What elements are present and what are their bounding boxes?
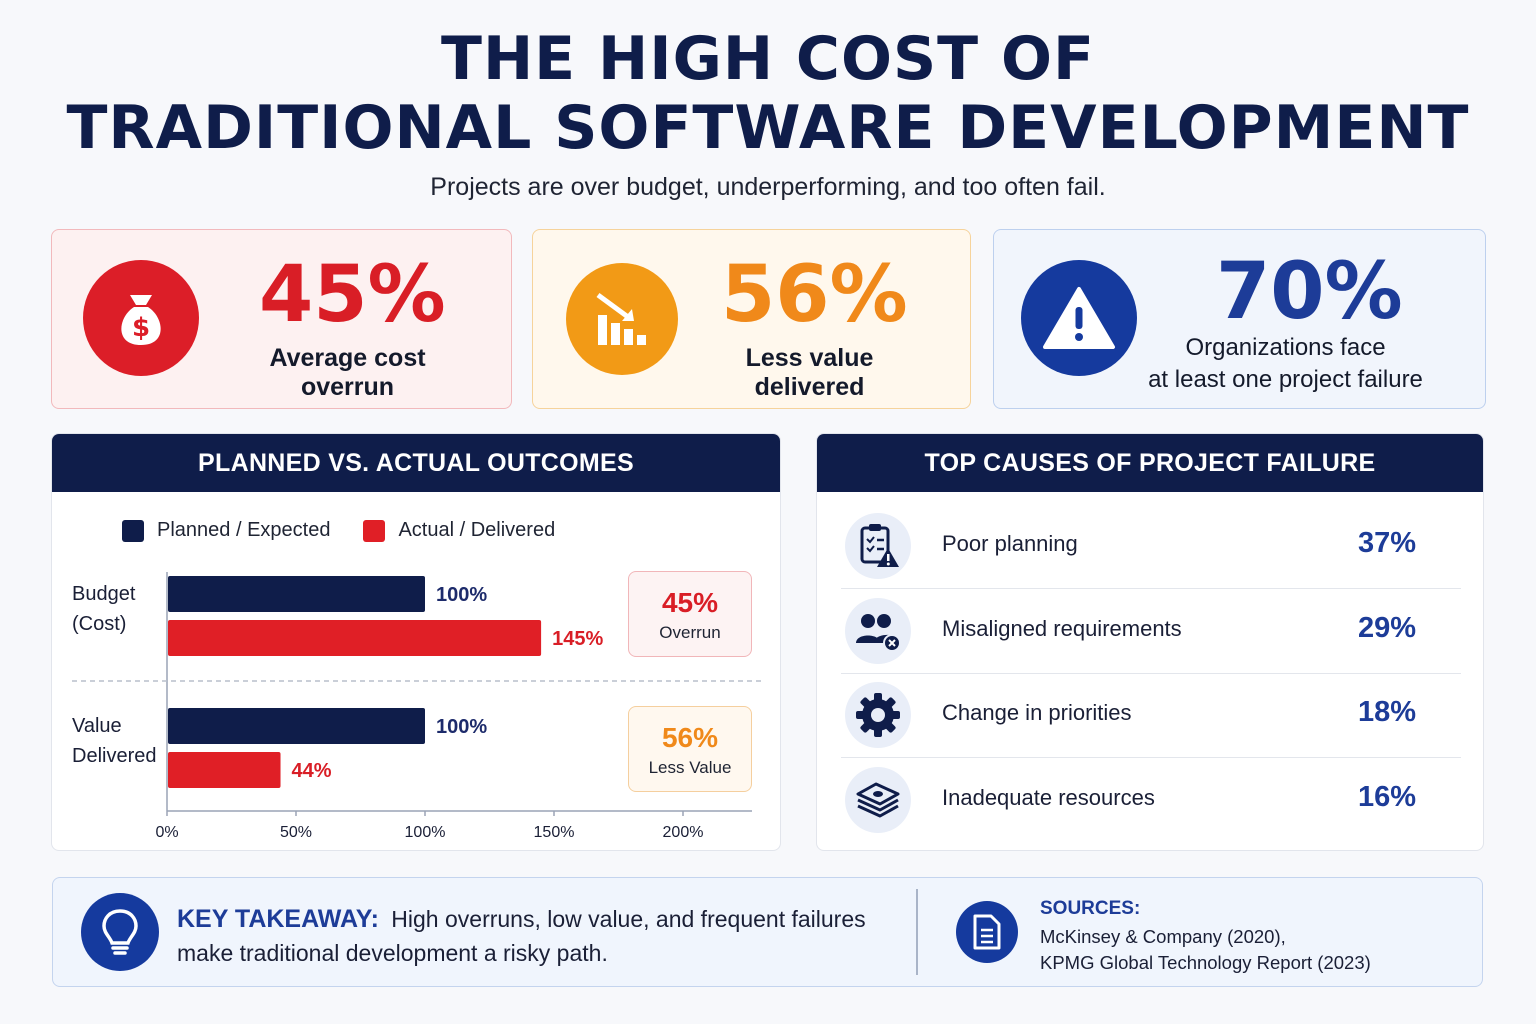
cause-item: Poor planning 37% [841,505,1461,589]
title-line-2: TRADITIONAL SOFTWARE DEVELOPMENT [66,93,1470,163]
cause-pct: 16% [1357,781,1416,813]
legend-label: Actual / Delivered [398,519,556,541]
bar-value-label: 44% [292,760,332,782]
cause-label: Misaligned requirements [942,616,1182,641]
panel-header: PLANNED VS. ACTUAL OUTCOMES [52,434,780,492]
x-tick-label: 200% [663,824,704,841]
stat-card-value-delivered: 56% Less value delivered [532,229,971,409]
cause-item: Inadequate resources 16% [841,759,1461,843]
top-causes-panel: TOP CAUSES OF PROJECT FAILURE Poor plann… [816,433,1484,851]
legend-item-planned: Planned / Expected [122,519,330,542]
takeaway-line-2: make traditional development a risky pat… [177,940,608,966]
bar-planned [168,576,425,612]
legend-label: Planned / Expected [157,519,331,541]
callout-text: Less Value [648,758,732,777]
stat-label-line-2: at least one project failure [1148,366,1423,393]
stat-label-line-1: Organizations face [1185,334,1386,361]
bar-value-label: 100% [436,716,487,738]
source-item: McKinsey & Company (2020), [1040,926,1286,947]
legend-swatch-actual [363,519,386,542]
divider [841,672,1461,674]
bar-chart: 0% 50% 100% 150% 200% Budget (Cost) 100% 145% Val… [72,572,764,841]
page-title: THE HIGH COST OF TRADITIONAL SOFTWARE DE… [0,26,1536,164]
panel-header: TOP CAUSES OF PROJECT FAILURE [817,434,1483,492]
x-tick-label: 50% [280,824,312,841]
stat-card-project-failure: 70% Organizations face at least one proj… [993,229,1486,409]
category-label: Budget [72,583,136,605]
bar-value-label: 100% [436,584,487,606]
cause-label: Poor planning [942,531,1078,556]
key-takeaway-box: KEY TAKEAWAY: High overruns, low value, … [52,877,1483,987]
category-label: (Cost) [72,613,126,635]
clipboard-warning-icon [845,513,911,579]
cause-label: Change in priorities [942,700,1132,725]
divider [841,756,1461,758]
stat-label: Less value delivered [745,344,874,401]
source-item: KPMG Global Technology Report (2023) [1040,952,1371,973]
document-icon [956,901,1018,963]
legend-item-actual: Actual / Delivered [363,519,555,542]
vertical-divider [916,889,918,975]
declining-chart-icon [566,263,678,375]
category-label: Delivered [72,745,156,767]
people-x-icon [845,598,911,664]
callout-value: 56% [661,722,719,753]
callout-overrun: 45% Overrun [628,571,752,657]
planned-vs-actual-panel: PLANNED VS. ACTUAL OUTCOMES Planned / Ex… [51,433,781,851]
money-bag-icon: $ [83,260,199,376]
takeaway-title: KEY TAKEAWAY: [177,905,379,933]
chart-legend: Planned / Expected Actual / Delivered [122,519,588,542]
stat-value: 70% [1216,247,1403,337]
divider [841,587,1461,589]
cause-pct: 29% [1357,612,1416,644]
callout-text: Overrun [659,623,721,642]
takeaway-line-1: High overruns, low value, and frequent f… [391,906,866,932]
lightbulb-icon [81,893,159,971]
svg-text:$: $ [132,313,150,343]
stat-value: 56% [721,250,908,340]
x-tick-label: 150% [534,824,575,841]
bar-actual [168,752,281,788]
bar-value-label: 145% [552,628,603,650]
category-label: Value [72,715,122,737]
stat-label: Organizations face at least one project … [1144,332,1427,396]
bar-planned [168,708,425,744]
title-line-1: THE HIGH COST OF [441,24,1095,94]
stat-card-cost-overrun: $ 45% Average cost overrun [51,229,512,409]
warning-icon [1021,260,1137,376]
callout-less-value: 56% Less Value [628,706,752,792]
x-tick-label: 0% [155,824,178,841]
bar-actual [168,620,542,656]
sources-list: McKinsey & Company (2020), KPMG Global T… [1040,924,1371,976]
cause-label: Inadequate resources [942,785,1155,810]
callout-value: 45% [661,587,719,618]
page-subtitle: Projects are over budget, underperformin… [430,173,1106,201]
cause-item: Change in priorities 18% [841,674,1461,758]
gear-icon [845,682,911,748]
stat-value: 45% [259,250,446,340]
takeaway-text: KEY TAKEAWAY: High overruns, low value, … [177,902,897,970]
cause-item: Misaligned requirements 29% [841,590,1461,674]
legend-swatch-planned [122,519,144,542]
x-tick-label: 100% [405,824,446,841]
cause-pct: 18% [1357,696,1416,728]
money-stack-icon [845,767,911,833]
cause-pct: 37% [1357,527,1416,559]
sources-title: SOURCES: [1040,898,1141,919]
stat-label: Average cost overrun [269,344,426,401]
